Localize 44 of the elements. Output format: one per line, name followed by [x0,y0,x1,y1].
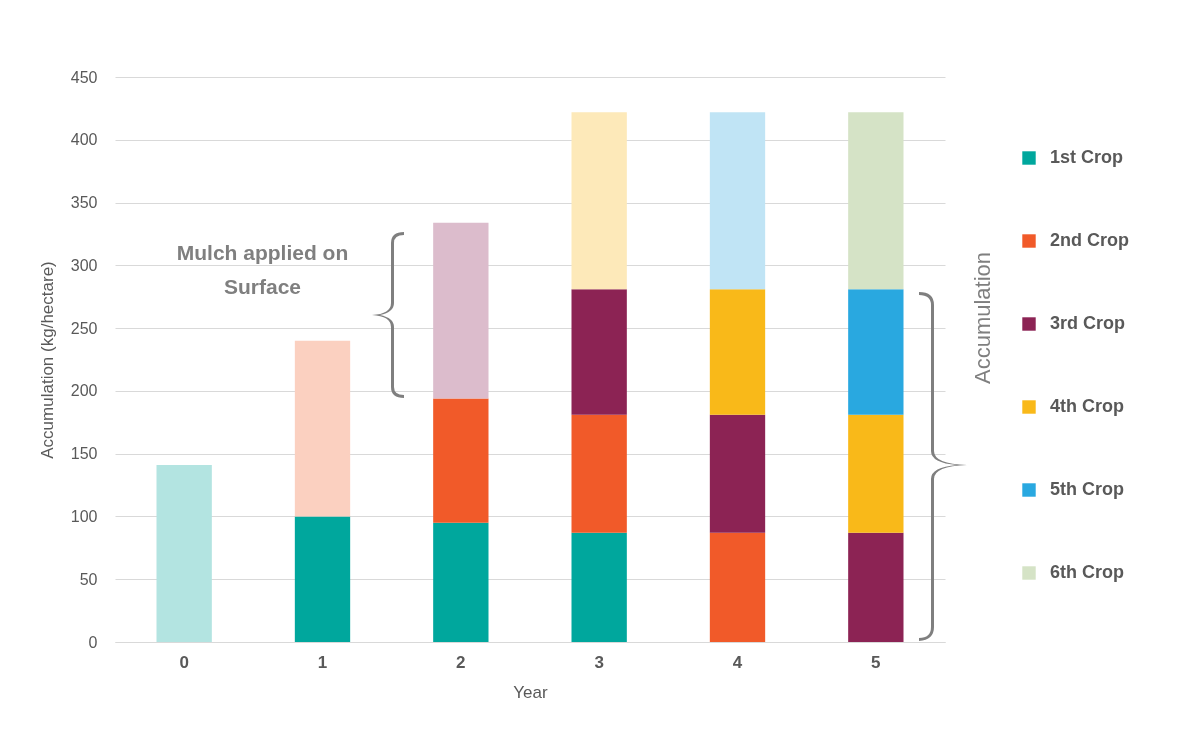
legend-label: 4th Crop [1050,396,1124,416]
y-tick-label: 400 [70,131,98,149]
bar [848,414,904,533]
bar [433,222,489,399]
bar [571,112,627,290]
bar [709,112,766,290]
y-tick-label: 200 [70,382,98,400]
legend-label: 1st Crop [1050,147,1124,167]
bar [433,398,489,523]
legend-label: 3rd Crop [1050,313,1126,333]
bar [709,414,766,533]
x-axis-title: Year [513,682,549,702]
annotation: Mulch applied on Surface [175,240,350,300]
legend-label: 2nd Crop [1050,230,1129,250]
legend-label: 5th Crop [1050,479,1124,499]
bar [156,464,212,642]
x-tick-label: 3 [594,652,604,672]
bar [571,289,627,415]
bar [709,532,766,642]
x-tick-label: 5 [871,652,881,672]
y-tick-label: 450 [70,68,98,86]
bar [571,414,627,533]
legend-label: 6th Crop [1050,562,1124,582]
y-tick-label: 0 [88,633,98,651]
y-tick-label: 350 [70,194,98,212]
bar [848,112,904,290]
x-tick-label: 4 [732,652,743,672]
x-tick-label: 0 [179,652,189,672]
bar [848,289,904,415]
y-axis-title: Accumulation (kg/hectare) [37,261,57,459]
x-tick-label: 1 [317,652,328,672]
y-tick-label: 250 [70,319,98,337]
bar [433,522,489,642]
text: Accumulation [970,251,996,384]
bar [294,516,351,642]
y-tick-label: 50 [79,570,98,588]
bar [848,532,904,642]
y-tick-label: 300 [70,256,98,274]
bar [571,532,627,642]
y-tick-label: 150 [70,445,98,463]
bar [709,289,766,415]
bar [294,340,351,517]
x-tick-label: 2 [456,652,466,672]
y-tick-label: 100 [70,507,98,525]
